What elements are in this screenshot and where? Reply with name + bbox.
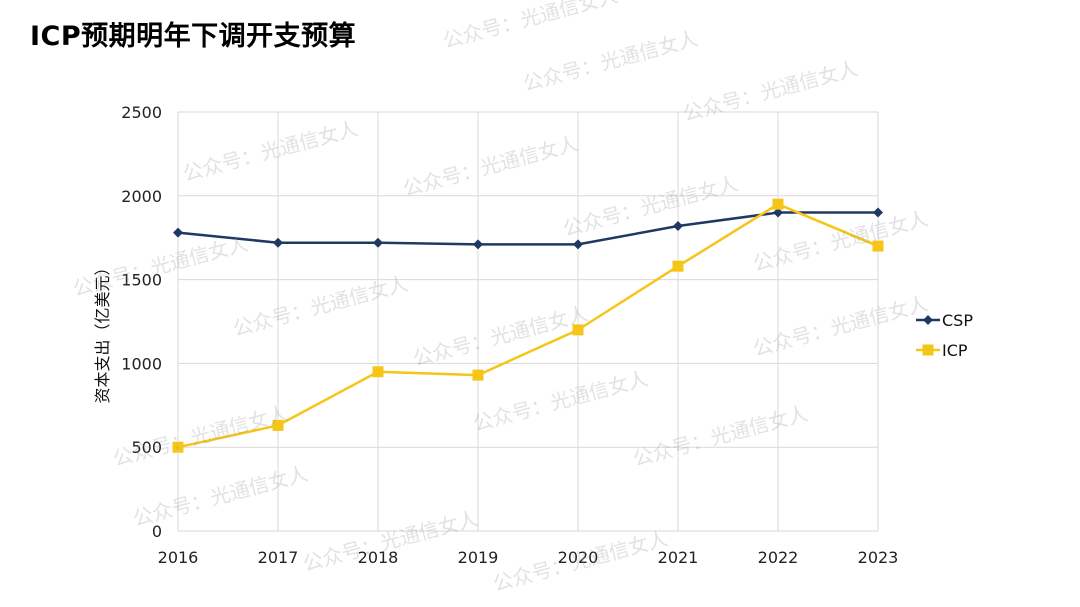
x-tick-label: 2019: [458, 548, 499, 567]
x-tick-label: 2021: [658, 548, 699, 567]
data-point-csp: [473, 239, 483, 250]
x-tick-label: 2017: [258, 548, 299, 567]
data-point-csp: [773, 207, 783, 218]
legend-marker: [922, 344, 934, 356]
data-point-csp: [273, 237, 283, 248]
chart-series: [172, 198, 884, 453]
data-point-icp: [472, 369, 484, 381]
data-point-csp: [573, 239, 583, 250]
data-point-icp: [372, 366, 384, 378]
data-point-icp: [272, 419, 284, 431]
legend-marker: [923, 315, 933, 325]
data-point-csp: [873, 207, 883, 218]
series-line-csp: [177, 211, 878, 246]
page-title: ICP预期明年下调开支预算: [30, 21, 357, 52]
y-tick-label: 1000: [121, 354, 162, 373]
x-tick-label: 2023: [858, 548, 899, 567]
series-line-icp: [177, 202, 879, 449]
legend-item-csp: CSP: [916, 311, 973, 330]
x-tick-label: 2018: [358, 548, 399, 567]
y-tick-label: 2500: [121, 103, 162, 122]
data-point-icp: [772, 198, 784, 210]
chart-grid: [177, 111, 879, 532]
y-tick-label: 1500: [121, 271, 162, 290]
data-point-csp: [373, 237, 383, 248]
legend-label: ICP: [942, 341, 968, 360]
legend-item-icp: ICP: [916, 341, 968, 360]
data-point-csp: [673, 220, 683, 231]
data-point-icp: [572, 324, 584, 336]
y-tick-label: 2000: [121, 187, 162, 206]
data-point-icp: [172, 441, 184, 453]
y-axis-ticks: 0 500 1000 1500 2000 2500: [121, 103, 162, 541]
x-tick-label: 2022: [758, 548, 799, 567]
legend-label: CSP: [942, 311, 973, 330]
data-point-csp: [173, 227, 183, 238]
series-csp: [173, 207, 883, 250]
x-tick-label: 2016: [158, 548, 199, 567]
x-axis-ticks: 2016 2017 2018 2019 2020 2021 2022 2023: [158, 548, 899, 567]
series-icp: [172, 198, 884, 453]
y-tick-label: 500: [131, 438, 162, 457]
data-point-icp: [872, 240, 884, 252]
x-tick-label: 2020: [558, 548, 599, 567]
data-point-icp: [672, 260, 684, 272]
chart-legend: CSP ICP: [916, 311, 973, 360]
y-axis-label: 资本支出（亿美元）: [93, 259, 112, 403]
y-tick-label: 0: [152, 522, 162, 541]
